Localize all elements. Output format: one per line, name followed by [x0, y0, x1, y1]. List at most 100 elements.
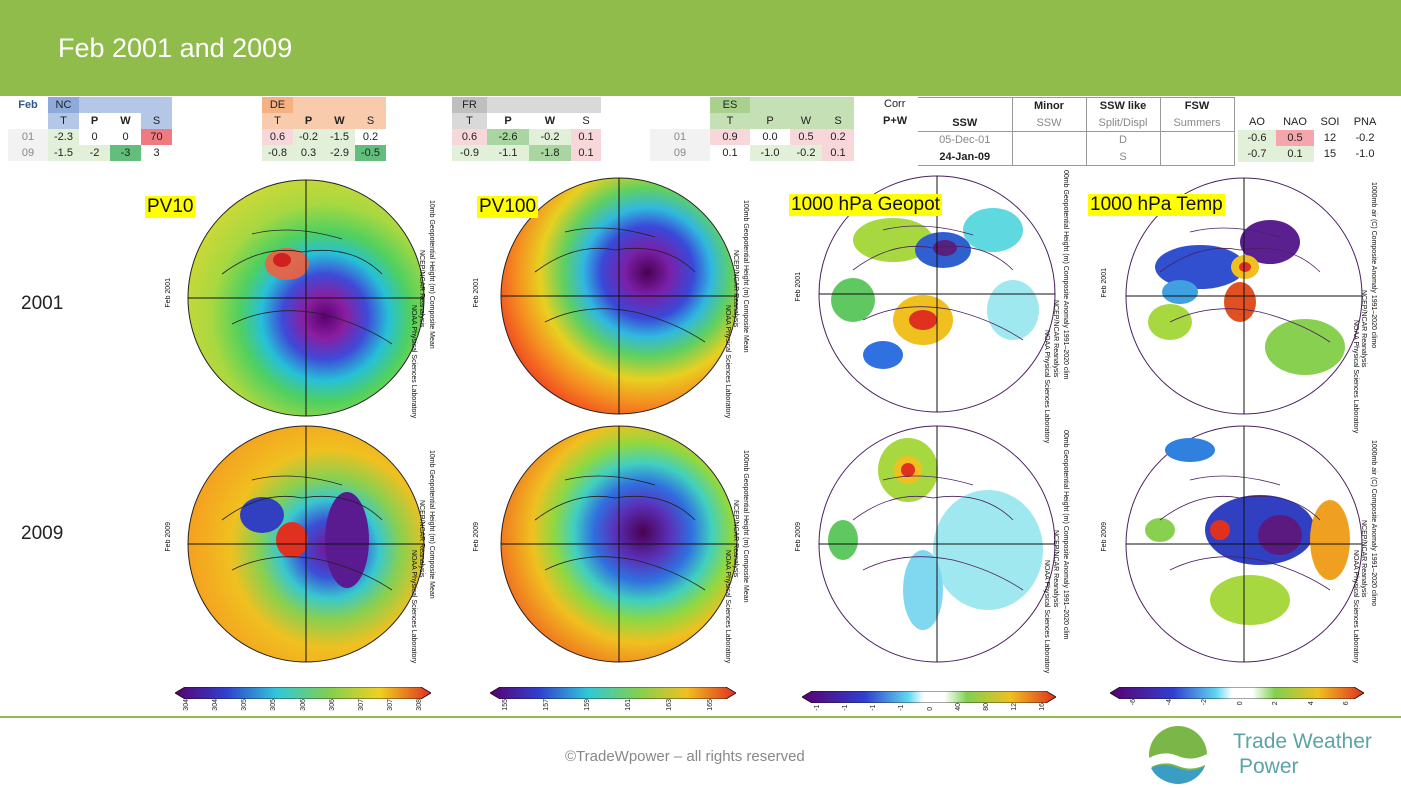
de-cell: -2.9 [324, 145, 355, 161]
fr-name: FR [452, 97, 487, 113]
logo-wordmark: Trade Weather Power [1233, 729, 1372, 779]
es-cell: -0.2 [790, 145, 822, 161]
nc-cell: 70 [141, 129, 172, 145]
map-pv10-2009-svg [187, 425, 425, 663]
map-geopot-2009-svg [818, 425, 1056, 663]
panel-right-source: NCEP/NCAR Reanalysis [1360, 290, 1367, 368]
colorbar-geopot: -1 -1 -1 -1 0 40 80 12 16 [801, 690, 1057, 711]
row-year: 09 [650, 145, 710, 161]
fr-col-s: S [582, 115, 590, 127]
panel-right-title: 10mb Geopotential Height (m) Composite M… [428, 200, 435, 349]
map-pv100-2001-svg [500, 177, 738, 415]
idx-cell: 15 [1323, 148, 1337, 160]
de-cell: -0.8 [262, 145, 293, 161]
panel-right-lab: NOAA Physical Sciences Laboratory [1043, 560, 1050, 674]
nc-table: Feb NC T P W S 01 -2.3 0 0 70 09 -1.5 -2… [8, 97, 172, 161]
corr-label: Corr [884, 98, 906, 110]
slide-title: Feb 2001 and 2009 [58, 33, 293, 63]
de-col-p: P [293, 113, 324, 129]
colorbar-geopot-labels: -1 -1 -1 -1 0 40 80 12 16 [814, 703, 1046, 711]
map-geopot-2001: 1000 hPa Geopot [789, 170, 1063, 415]
panel-right-source: NCEP/NCAR Reanalysis [732, 250, 739, 328]
de-col-w: W [324, 113, 355, 129]
panel-right-source: NCEP/NCAR Reanalysis [732, 500, 739, 578]
idx-cell: 0.5 [1276, 130, 1314, 146]
es-table: ES T P W S 01 0.9 0.0 0.5 0.2 09 0.1 -1.… [650, 97, 854, 161]
colorbar-pv10: 304 304 305 305 306 306 307 307 308 [174, 686, 432, 711]
row-year: 09 [8, 145, 48, 161]
ssw-table: Minor SSW like FSW SSW SSW Split/Displ S… [918, 97, 1235, 166]
ssw-h2-split: Split/Displ [1086, 114, 1161, 132]
map-temp-2009 [1120, 420, 1365, 665]
idx-col-pna: PNA [1353, 116, 1377, 128]
panel-right-title: 1000mb air (C) Composite Anomaly 1991–20… [1370, 182, 1377, 349]
colorbar-temp-labels: -6 -4 -2 0 2 4 6 [1130, 699, 1350, 706]
panel-tag-temp: 1000 hPa Temp [1088, 194, 1225, 216]
fr-cell: -1.8 [529, 145, 571, 161]
de-cell: -0.2 [293, 129, 324, 145]
map-temp-2001: 1000 hPa Temp [1088, 172, 1365, 417]
fr-cell: -0.2 [529, 129, 571, 145]
nc-cell: 3 [141, 145, 172, 161]
de-cell: -0.5 [355, 145, 386, 161]
es-col-t: T [710, 113, 750, 129]
nc-cell: 0 [110, 129, 141, 145]
panel-right-title: 00mb Geopotential Height (m) Composite A… [1062, 170, 1069, 380]
map-geopot-2009 [813, 420, 1063, 665]
ssw-h1-minor: Minor [1012, 97, 1087, 115]
es-cell: 0.1 [710, 145, 750, 161]
logo-line1: Trade Weather [1233, 730, 1372, 753]
nc-col-p: P [90, 115, 99, 127]
idx-col-ao: AO [1249, 116, 1265, 128]
panel-right-source: NCEP/NCAR Reanalysis [1052, 300, 1059, 378]
header-banner: Feb 2001 and 2009 [0, 0, 1401, 96]
map-pv10-2001: PV10 [145, 174, 432, 419]
panel-right-title: 10mb Geopotential Height (m) Composite M… [428, 450, 435, 599]
panel-left-label: Feb 2001 [473, 278, 480, 308]
idx-col-soi: SOI [1320, 116, 1340, 128]
colorbar-pv10-labels: 304 304 305 305 306 306 307 307 308 [183, 699, 423, 711]
panel-right-title: 1000mb air (C) Composite Anomaly 1991–20… [1370, 440, 1377, 607]
de-cell: 0.3 [293, 145, 324, 161]
de-cell: 0.6 [262, 129, 293, 145]
nc-cell: -3 [110, 145, 141, 161]
colorbar-temp: -6 -4 -2 0 2 4 6 [1109, 686, 1365, 706]
ssw-type-2001: D [1086, 131, 1161, 149]
panel-left-label: Feb 2009 [1101, 522, 1108, 552]
panel-right-lab: NOAA Physical Sciences Laboratory [1352, 550, 1359, 664]
idx-cell: 0.1 [1276, 146, 1314, 162]
map-pv10-2009 [182, 420, 432, 665]
ssw-h2-summers: Summers [1160, 114, 1235, 132]
panel-right-lab: NOAA Physical Sciences Laboratory [410, 550, 417, 664]
logo-line2: Power [1239, 755, 1299, 778]
nc-col-s: S [141, 113, 172, 129]
idx-cell: 12 [1323, 132, 1337, 144]
de-name: DE [262, 97, 293, 113]
panel-left-label: Feb 2009 [473, 522, 480, 552]
idx-col-nao: NAO [1283, 116, 1307, 128]
panel-right-source: NCEP/NCAR Reanalysis [418, 500, 425, 578]
panel-right-lab: NOAA Physical Sciences Laboratory [724, 305, 731, 419]
es-col-w: W [790, 113, 822, 129]
panel-tag-geopot: 1000 hPa Geopot [789, 194, 942, 216]
nc-cell: 0 [79, 129, 110, 145]
panel-left-label: Feb 2001 [795, 272, 802, 302]
de-col-t: T [262, 113, 293, 129]
es-cell: 0.0 [750, 129, 790, 145]
de-col-s: S [355, 113, 386, 129]
es-cell: 0.1 [822, 145, 854, 161]
idx-cell: -1.0 [1355, 148, 1375, 160]
nc-cell: -2.3 [48, 129, 79, 145]
footer-divider [0, 716, 1401, 718]
nc-cell: -2 [79, 145, 110, 161]
panel-right-lab: NOAA Physical Sciences Laboratory [724, 550, 731, 664]
map-pv100-2009-svg [500, 425, 738, 663]
month-label: Feb [18, 99, 38, 111]
map-pv100-2009 [495, 420, 745, 665]
panel-right-title: 100mb Geopotential Height (m) Composite … [742, 450, 749, 603]
de-cell: -1.5 [324, 129, 355, 145]
fr-cell: 0.1 [571, 129, 601, 145]
fr-col-t: T [452, 113, 487, 129]
es-col-p: P [750, 113, 790, 129]
es-cell: 0.5 [790, 129, 822, 145]
